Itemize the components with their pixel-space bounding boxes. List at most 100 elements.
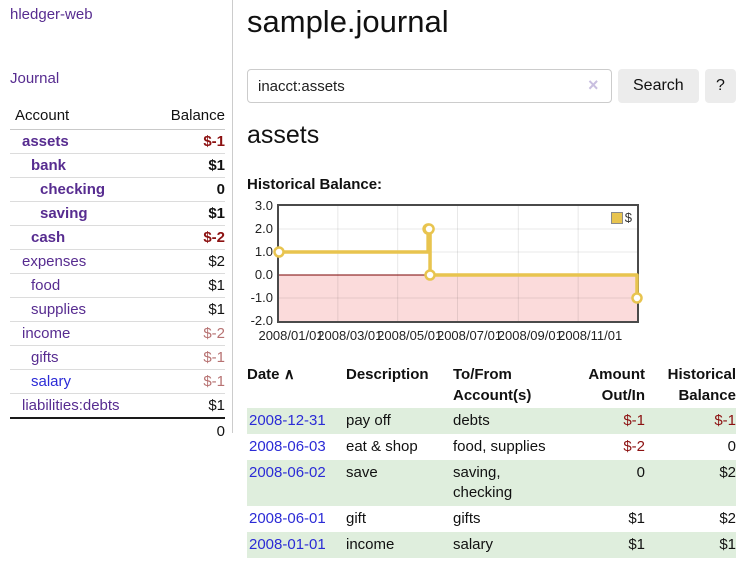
account-link[interactable]: supplies (31, 301, 87, 318)
y-tick-label: 3.0 (254, 198, 273, 213)
account-link[interactable]: food (31, 277, 61, 294)
negative-region (279, 275, 637, 321)
account-row: salary $-1 (10, 369, 225, 394)
account-row: cash $-2 (10, 225, 225, 250)
account-row: supplies $1 (10, 297, 225, 322)
account-row: gifts $-1 (10, 345, 225, 370)
transaction-date-link[interactable]: 2008-12-31 (249, 412, 326, 429)
accounts-header-balance: Balance (153, 104, 225, 130)
transaction-balance: $1 (719, 536, 736, 553)
main-content: sample.journal × Search ? assets Histori… (247, 0, 742, 582)
search-button[interactable]: Search (618, 69, 699, 103)
chart-y-axis: 3.0 2.0 1.0 0.0 -1.0 -2.0 (247, 198, 273, 328)
transaction-amount: 0 (636, 464, 645, 481)
x-tick-label: 2008/07/01 (436, 328, 503, 343)
y-tick-label: -1.0 (250, 290, 273, 305)
account-link[interactable]: gifts (31, 349, 59, 366)
register-header-balance: Historical Balance (667, 366, 736, 404)
transaction-date-link[interactable]: 2008-06-02 (249, 464, 326, 481)
register-header-date[interactable]: Date ∧ (247, 362, 346, 408)
transaction-description: save (346, 464, 378, 481)
y-tick-label: 0.0 (254, 267, 273, 282)
search-form: × Search ? (247, 69, 742, 103)
transaction-accounts: gifts (453, 510, 481, 527)
register-table: Date ∧ Description To/From Account(s) Am… (247, 362, 736, 558)
register-row: 2008-01-01 income salary $1 $1 (247, 532, 736, 558)
account-link[interactable]: expenses (22, 253, 87, 270)
accounts-header-account: Account (10, 104, 154, 130)
app-brand-link[interactable]: hledger-web (10, 6, 93, 23)
account-row: saving $1 (10, 201, 225, 226)
account-row: income $-2 (10, 321, 225, 346)
account-row: expenses $2 (10, 249, 225, 274)
transaction-description: income (346, 536, 395, 553)
transaction-date-link[interactable]: 2008-06-01 (249, 510, 326, 527)
chart-title: Historical Balance: (247, 176, 383, 193)
balance-chart: $ (273, 204, 643, 323)
register-header-description: Description (346, 366, 429, 383)
transaction-date-link[interactable]: 2008-01-01 (249, 536, 326, 553)
account-balance: $1 (153, 153, 225, 178)
transaction-accounts: saving, checking (453, 464, 513, 501)
accounts-table-header: Account Balance (10, 104, 225, 130)
account-balance: $-2 (153, 321, 225, 346)
account-row: checking 0 (10, 177, 225, 202)
register-header-row: Date ∧ Description To/From Account(s) Am… (247, 362, 736, 408)
transaction-amount: $1 (628, 510, 645, 527)
account-balance: $1 (153, 393, 225, 419)
account-link[interactable]: cash (31, 229, 66, 246)
transaction-accounts: debts (453, 412, 490, 429)
sidebar-item-journal[interactable]: Journal (10, 70, 60, 87)
accounts-table: Account Balance assets $-1 bank $1 checking 0… (10, 104, 225, 444)
legend-swatch-icon (610, 211, 623, 224)
account-balance: $2 (153, 249, 225, 274)
help-button[interactable]: ? (705, 69, 736, 103)
account-link[interactable]: liabilities:debts (22, 397, 120, 414)
transaction-date-link[interactable]: 2008-06-03 (249, 438, 326, 455)
register-row: 2008-06-03 eat & shop food, supplies $-2 0 (247, 434, 736, 460)
sidebar: hledger-web Journal Account Balance asse… (0, 0, 233, 444)
register-row: 2008-06-01 gift gifts $1 $2 (247, 506, 736, 532)
x-tick-label: 2008/11/01 (558, 328, 623, 343)
account-balance: $-2 (153, 225, 225, 250)
account-row: liabilities:debts $1 (10, 393, 225, 419)
transaction-accounts: food, supplies (453, 438, 546, 455)
data-point (631, 292, 643, 304)
page-title: sample.journal (247, 4, 449, 39)
transaction-accounts: salary (453, 536, 494, 553)
transaction-balance: $2 (719, 510, 736, 527)
account-link[interactable]: assets (22, 133, 69, 150)
transaction-description: eat & shop (346, 438, 418, 455)
y-tick-label: 1.0 (254, 244, 273, 259)
chart-legend: $ (610, 210, 632, 225)
account-balance: $1 (153, 273, 225, 298)
account-link[interactable]: salary (31, 373, 72, 390)
x-tick-label: 2008/09/01 (497, 328, 563, 343)
transaction-amount: $-1 (623, 412, 645, 429)
account-link[interactable]: bank (31, 157, 67, 174)
account-balance: $1 (153, 297, 225, 322)
data-point (423, 223, 435, 235)
register-header-accounts: To/From Account(s) (453, 366, 532, 404)
register-row: 2008-12-31 pay off debts $-1 $-1 (247, 408, 736, 434)
legend-label: $ (624, 210, 632, 225)
search-input[interactable] (247, 69, 612, 103)
transaction-balance: $-1 (714, 412, 736, 429)
account-link[interactable]: checking (40, 181, 106, 198)
account-link[interactable]: saving (40, 205, 88, 222)
data-point (273, 246, 285, 258)
transaction-amount: $1 (628, 536, 645, 553)
accounts-total-value: 0 (153, 417, 225, 444)
account-row: food $1 (10, 273, 225, 298)
clear-search-icon[interactable]: × (588, 75, 599, 95)
register-header-date-label: Date (247, 366, 280, 383)
account-balance: 0 (153, 177, 225, 202)
data-point (424, 269, 436, 281)
transaction-description: gift (346, 510, 367, 527)
account-link[interactable]: income (22, 325, 71, 342)
sort-ascending-icon: ∧ (283, 366, 295, 383)
y-tick-label: -2.0 (250, 313, 273, 328)
transaction-description: pay off (346, 412, 391, 429)
account-balance: $-1 (153, 345, 225, 370)
account-row: assets $-1 (10, 129, 225, 154)
